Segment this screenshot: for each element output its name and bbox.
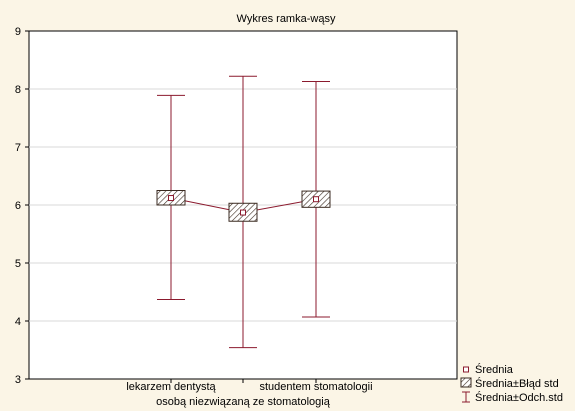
- y-tick-label: 6: [15, 200, 21, 212]
- y-tick-label: 5: [15, 258, 21, 270]
- x-category-label: osobą niezwiązaną ze stomatologią: [156, 396, 331, 408]
- legend-entry-label: Średnia±Odch.std: [475, 391, 563, 404]
- chart-title: Wykres ramka-wąsy: [237, 13, 336, 25]
- mean-point: [240, 209, 246, 216]
- legend-entry-label: Średnia: [475, 363, 514, 376]
- legend-entry-label: Średnia±Błąd std: [475, 377, 559, 390]
- legend-se-symbol: [460, 377, 472, 388]
- x-category-label: lekarzem dentystą: [126, 381, 216, 393]
- x-axis-category-labels: lekarzem dentystą osobą niezwiązaną ze st…: [126, 379, 373, 408]
- y-tick-label: 8: [15, 84, 21, 96]
- legend-mean-symbol: [463, 366, 469, 373]
- y-tick-label: 4: [15, 316, 21, 328]
- y-axis-ticks: 3 4 5 6 7 8 9: [15, 26, 29, 386]
- y-tick-label: 3: [15, 374, 21, 386]
- y-tick-label: 9: [15, 26, 21, 38]
- mean-point: [313, 196, 319, 203]
- box-whisker-marks: [156, 75, 331, 349]
- mean-point: [168, 195, 174, 202]
- y-tick-label: 7: [15, 142, 21, 154]
- x-category-label: studentem stomatologii: [259, 381, 372, 393]
